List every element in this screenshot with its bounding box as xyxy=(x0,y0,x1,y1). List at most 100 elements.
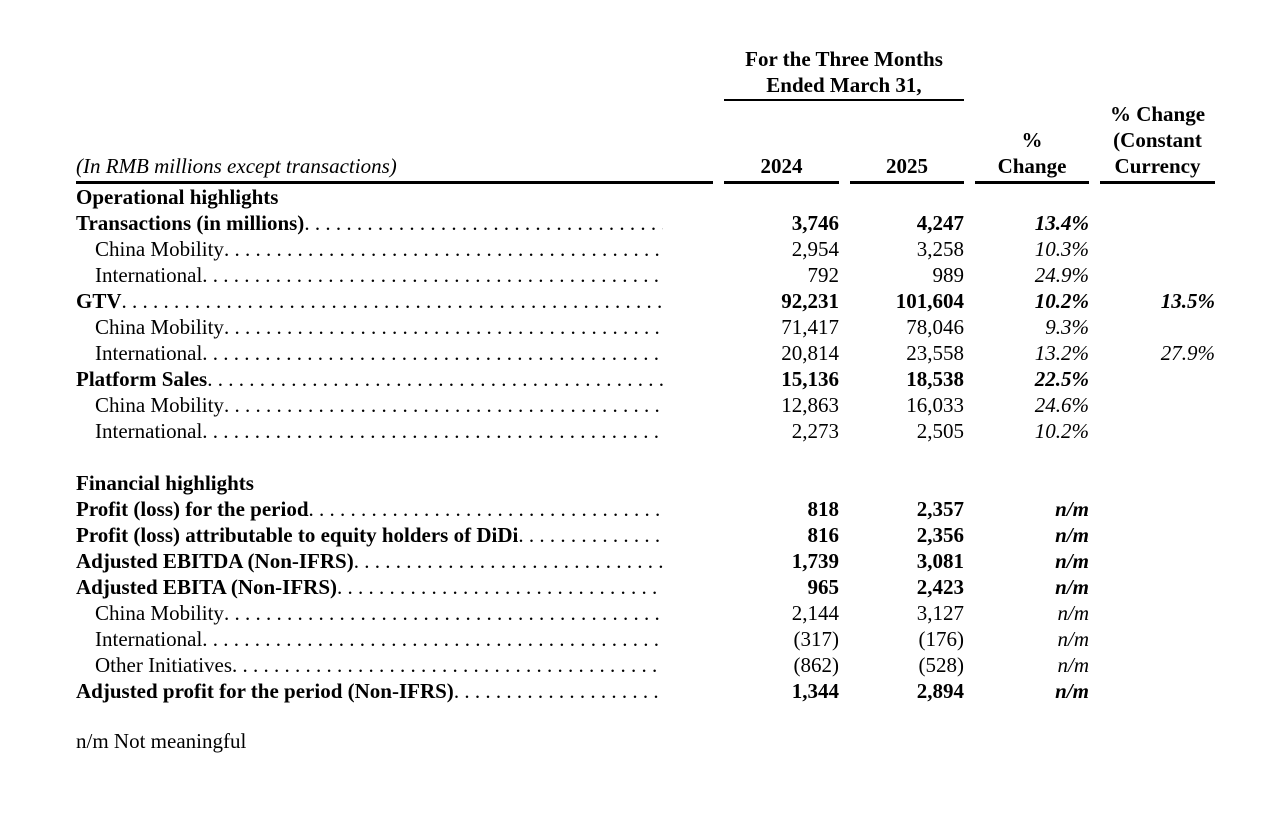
cc-line3: Currency xyxy=(1114,154,1201,178)
group-header-period: For the Three Months Ended March 31, xyxy=(724,46,964,101)
cell-v2024: 2,273 xyxy=(791,419,839,443)
cell-pct: n/m xyxy=(1057,601,1090,625)
cell-v2025: 18,538 xyxy=(906,367,964,391)
dot-leader xyxy=(202,340,663,366)
cell-cc xyxy=(1089,236,1215,262)
cell-v2025 xyxy=(839,470,964,496)
column-header-pct-change-constant-currency: % Change (Constant Currency xyxy=(1100,101,1215,184)
cell-cc xyxy=(1089,652,1215,678)
table-row: Profit (loss) for the period 818 2,357 n/m xyxy=(76,496,1215,522)
group-header-row: For the Three Months Ended March 31, xyxy=(76,46,1215,101)
row-label-cell: Profit (loss) for the period xyxy=(76,496,713,522)
group-header-spacer xyxy=(1089,46,1215,101)
table-row: International 2,273 2,505 10.2% xyxy=(76,418,1215,444)
table-row: International 20,814 23,558 13.2% 27.9% xyxy=(76,340,1215,366)
dot-leader xyxy=(232,652,663,678)
cell-v2024: (317) xyxy=(793,627,840,651)
table-row: Adjusted profit for the period (Non-IFRS… xyxy=(76,678,1215,704)
group-header-line1: For the Three Months xyxy=(745,47,943,71)
cell-v2025: 2,356 xyxy=(916,523,964,547)
cell-v2024: 792 xyxy=(807,263,840,287)
cell-v2025: 989 xyxy=(932,263,965,287)
cell-v2025: 2,357 xyxy=(916,497,964,521)
row-label: China Mobility xyxy=(95,601,224,625)
cell-pct: 10.2% xyxy=(1034,419,1089,443)
cell-pct: n/m xyxy=(1057,653,1090,677)
cell-pct: 13.2% xyxy=(1034,341,1089,365)
cell-cc xyxy=(1089,262,1215,288)
cell-cc xyxy=(1089,314,1215,340)
cell-pct: 13.4% xyxy=(1034,211,1089,235)
table-row: International 792 989 24.9% xyxy=(76,262,1215,288)
column-header-row: (In RMB millions except transactions) 20… xyxy=(76,101,1215,184)
cell-pct: n/m xyxy=(1055,575,1089,599)
cell-v2024: 1,739 xyxy=(791,549,839,573)
table-row: China Mobility 2,954 3,258 10.3% xyxy=(76,236,1215,262)
pct-change-line1: % xyxy=(1021,128,1043,152)
row-label: China Mobility xyxy=(95,315,224,339)
row-label: International xyxy=(95,263,203,287)
group-header-spacer xyxy=(76,46,713,101)
row-label: International xyxy=(95,341,203,365)
cell-pct: n/m xyxy=(1055,549,1089,573)
table-row: Financial highlights xyxy=(76,470,1215,496)
row-label-cell: Other Initiatives xyxy=(76,652,713,678)
cell-pct: 9.3% xyxy=(1045,315,1089,339)
cell-pct xyxy=(964,470,1089,496)
row-label: Platform Sales xyxy=(76,367,208,391)
cell-pct xyxy=(964,184,1089,210)
row-label: Adjusted EBITDA (Non-IFRS) xyxy=(76,549,354,573)
row-label: International xyxy=(95,627,203,651)
cell-cc xyxy=(1089,210,1215,236)
row-label: Operational highlights xyxy=(76,185,279,209)
cell-v2025: (176) xyxy=(918,627,965,651)
table-row: Adjusted EBITA (Non-IFRS) 965 2,423 n/m xyxy=(76,574,1215,600)
row-label-cell: Platform Sales xyxy=(76,366,713,392)
row-label-cell: China Mobility xyxy=(76,600,713,626)
row-label: International xyxy=(95,419,203,443)
cell-pct: n/m xyxy=(1055,679,1089,703)
cell-v2025 xyxy=(839,184,964,210)
dot-leader xyxy=(337,574,663,600)
row-label: Transactions (in millions) xyxy=(76,211,305,235)
table-row: GTV 92,231 101,604 10.2% 13.5% xyxy=(76,288,1215,314)
cc-line1: % Change xyxy=(1109,102,1206,126)
cell-pct: 10.2% xyxy=(1034,289,1089,313)
row-label: Financial highlights xyxy=(76,471,254,495)
table-row: Operational highlights xyxy=(76,184,1215,210)
table-row: China Mobility 71,417 78,046 9.3% xyxy=(76,314,1215,340)
cell-cc xyxy=(1089,184,1215,210)
cell-v2024: 965 xyxy=(807,575,840,599)
row-label-cell: Adjusted EBITA (Non-IFRS) xyxy=(76,574,713,600)
cell-cc xyxy=(1089,418,1215,444)
spacer-row xyxy=(76,444,1215,470)
row-label: GTV xyxy=(76,289,122,313)
cell-v2024: 92,231 xyxy=(781,289,839,313)
cell-cc xyxy=(1089,366,1215,392)
cell-pct: n/m xyxy=(1055,497,1089,521)
cell-v2024: 20,814 xyxy=(781,341,839,365)
dot-leader xyxy=(202,262,663,288)
dot-leader xyxy=(309,496,663,522)
footnote: n/m Not meaningful xyxy=(76,729,247,753)
row-label: Profit (loss) for the period xyxy=(76,497,309,521)
cell-cc: 27.9% xyxy=(1160,341,1215,365)
cell-cc xyxy=(1089,574,1215,600)
cell-pct: n/m xyxy=(1057,627,1090,651)
financial-highlights-table: For the Three Months Ended March 31, (In… xyxy=(76,46,1215,754)
cell-cc xyxy=(1089,470,1215,496)
cell-pct: n/m xyxy=(1055,523,1089,547)
cell-v2024: 2,954 xyxy=(791,237,839,261)
table-header: For the Three Months Ended March 31, (In… xyxy=(76,46,1215,184)
cell-v2024: (862) xyxy=(793,653,840,677)
cell-v2025: 3,081 xyxy=(916,549,964,573)
column-header-2024: 2024 xyxy=(724,153,839,184)
dot-leader xyxy=(122,288,663,314)
cell-v2024: 71,417 xyxy=(781,315,839,339)
cell-v2025: 23,558 xyxy=(906,341,964,365)
dot-leader xyxy=(207,366,663,392)
column-header-caption: (In RMB millions except transactions) xyxy=(76,153,713,184)
dot-leader xyxy=(224,392,663,418)
table-row: Profit (loss) attributable to equity hol… xyxy=(76,522,1215,548)
